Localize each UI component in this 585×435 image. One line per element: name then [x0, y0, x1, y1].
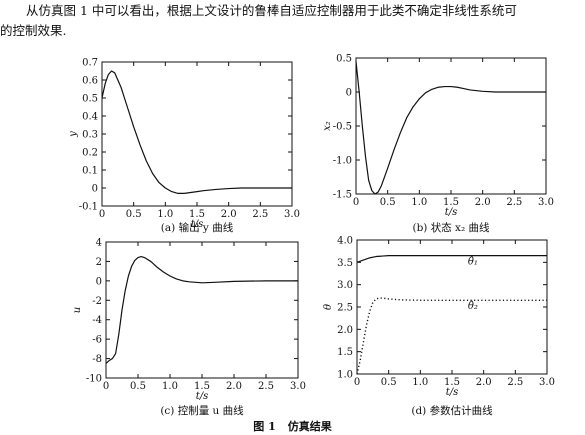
paragraph-line-2: 的控制效果. [0, 23, 67, 38]
x-tick-label: 2.5 [506, 197, 522, 208]
y-tick-label: -8 [92, 354, 102, 365]
x-tick-label: 2.0 [476, 377, 492, 388]
y-tick-label: -0.5 [333, 122, 352, 133]
plot-d: 0 0.5 1.0 1.5 2.0 2.5 3.0 1.0 1.5 2.0 2.5 3.0 3.5 4.0… [323, 236, 555, 399]
x-tick-label: 0 [353, 197, 359, 208]
figure-title: 仿真结果 [287, 420, 332, 433]
y-tick-label: 0.5 [82, 94, 98, 105]
y-tick-label: 1.5 [337, 347, 353, 358]
plot-frame [105, 241, 299, 379]
x-tick-label: 1.0 [412, 377, 428, 388]
caption-a: (a) 输出 y 曲线 [160, 222, 234, 234]
x-tick-label: 1.5 [444, 377, 460, 388]
x-tick-label: 2.0 [221, 209, 237, 220]
y-axis-label: x₂ [322, 121, 333, 131]
x-tick-label: 1.5 [189, 209, 205, 220]
x-tick-label: 0 [99, 209, 105, 220]
y-axis-label: θ [323, 304, 334, 310]
x-axis-label: t/s [196, 391, 209, 402]
chart-d-svg: 0 0.5 1.0 1.5 2.0 2.5 3.0 1.0 1.5 2.0 2.5 3.0 3.5 4.0… [323, 236, 555, 399]
caption-d: (d) 参数估计曲线 [411, 405, 493, 417]
caption-b: (b) 状态 x₂ 曲线 [412, 222, 490, 234]
y-axis-label: y [68, 131, 79, 138]
series-annotation: θ̂₂ [468, 301, 478, 312]
series-line-0 [355, 61, 546, 195]
y-tick-label: 1.0 [337, 370, 353, 381]
x-tick-label: 2.0 [226, 381, 242, 392]
x-tick-label: 2.5 [252, 209, 268, 220]
x-axis-label: t/s [446, 387, 459, 398]
y-tick-label: -4 [92, 315, 102, 326]
x-tick-label: 1.0 [157, 209, 173, 220]
plot-frame [101, 61, 293, 207]
x-tick-label: 3.0 [284, 209, 300, 220]
y-tick-label: 0 [96, 276, 102, 287]
y-tick-label: -1.5 [333, 190, 352, 201]
y-tick-label: 2.0 [337, 325, 353, 336]
x-tick-label: 2.5 [507, 377, 523, 388]
x-axis-label: t/s [445, 207, 458, 218]
series-annotation: θ̂₁ [468, 257, 478, 268]
x-tick-label: 0.5 [126, 209, 142, 220]
x-tick-label: 2.5 [258, 381, 274, 392]
x-tick-label: 0 [103, 381, 109, 392]
paragraph-line-1: 从仿真图 1 中可以看出，根据上文设计的鲁棒自适应控制器用于此类不确定非线性系统… [26, 3, 517, 18]
y-tick-label: 0.7 [82, 58, 98, 69]
x-tick-label: 2.0 [475, 197, 491, 208]
y-tick-label: -2 [92, 296, 102, 307]
y-axis-label: u [72, 307, 83, 313]
y-tick-label: -1.0 [333, 156, 352, 167]
x-tick-label: 0.5 [130, 381, 146, 392]
y-tick-label: 0.5 [336, 54, 352, 65]
y-tick-label: -6 [92, 335, 102, 346]
y-tick-label: 0.1 [82, 166, 98, 177]
y-tick-label: -0.1 [79, 202, 98, 213]
y-tick-label: 0 [346, 88, 352, 99]
plot-a: 0 0.5 1.0 1.5 2.0 2.5 3.0 -0.1 0 0.1 0.2 0.3 0.4 0.5 0… [68, 58, 300, 231]
y-tick-label: 3.5 [337, 258, 353, 269]
y-tick-label: 0.3 [82, 130, 98, 141]
x-tick-label: 0.5 [381, 377, 397, 388]
plot-c: 0 0.5 1.0 1.5 2.0 2.5 3.0 -10 -8 -6 -4 -2 0 2 4 t/s u [72, 238, 306, 403]
y-tick-label: 4 [96, 238, 102, 249]
x-tick-label: 1.0 [411, 197, 427, 208]
y-tick-label: 0.2 [82, 148, 98, 159]
series-line-0 [101, 70, 292, 194]
figure-number: 图 1 [253, 420, 276, 433]
figure-caption: 图 1 仿真结果 [0, 418, 585, 434]
plot-frame [356, 239, 548, 375]
plot-frame [355, 57, 547, 195]
plot-b: 0 0.5 1.0 1.5 2.0 2.5 3.0 -1.5 -1.0 -0.5 0 0.5 t/s x₂ [322, 54, 554, 219]
x-tick-label: 3.0 [539, 377, 555, 388]
x-tick-label: 1.0 [162, 381, 178, 392]
x-tick-label: 3.0 [538, 197, 554, 208]
y-tick-label: -10 [86, 374, 102, 385]
y-tick-label: 4.0 [337, 236, 353, 247]
chart-b-svg: 0 0.5 1.0 1.5 2.0 2.5 3.0 -1.5 -1.0 -0.5 0 0.5 t/s x₂ [322, 54, 554, 219]
y-tick-label: 2 [96, 257, 102, 268]
x-tick-label: 0 [354, 377, 360, 388]
y-tick-label: 0.4 [82, 112, 98, 123]
chart-c-svg: 0 0.5 1.0 1.5 2.0 2.5 3.0 -10 -8 -6 -4 -2 0 2 4 t/s u [72, 238, 306, 403]
y-tick-label: 0 [92, 184, 98, 195]
series-line-0 [356, 255, 547, 263]
x-tick-label: 0.5 [380, 197, 396, 208]
x-tick-label: 1.5 [194, 381, 210, 392]
x-tick-label: 1.5 [443, 197, 459, 208]
y-tick-label: 3.0 [337, 280, 353, 291]
y-tick-label: 2.5 [337, 303, 353, 314]
chart-a-svg: 0 0.5 1.0 1.5 2.0 2.5 3.0-0.100.10.20.30.40.50… [68, 58, 300, 231]
x-tick-label: 3.0 [290, 381, 306, 392]
series-line-0 [105, 255, 298, 364]
caption-c: (c) 控制量 u 曲线 [160, 405, 244, 417]
x-axis-label: t/s [191, 219, 204, 230]
series-line-1 [356, 297, 547, 375]
y-tick-label: 0.6 [82, 76, 98, 87]
